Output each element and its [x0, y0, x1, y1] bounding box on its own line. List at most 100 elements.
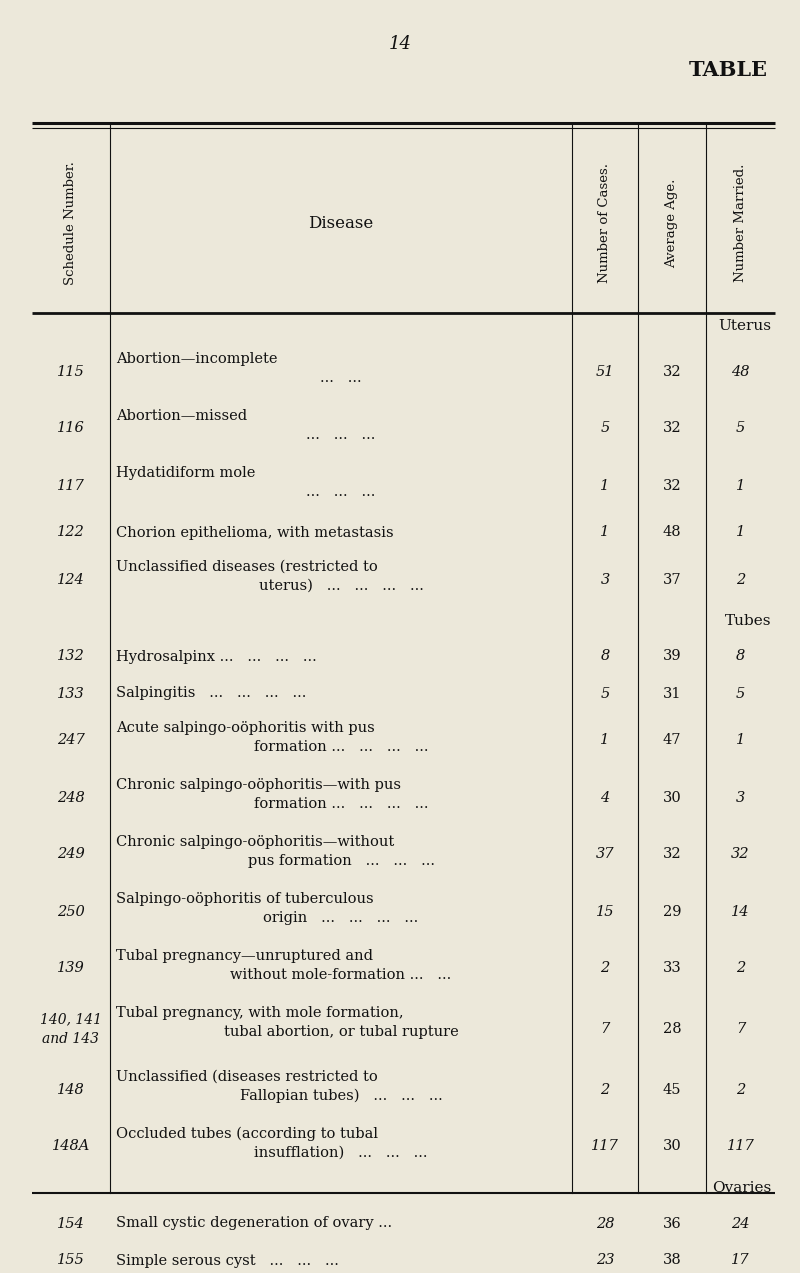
Text: 1: 1: [736, 479, 745, 493]
Text: Occluded tubes (according to tubal: Occluded tubes (according to tubal: [116, 1127, 378, 1142]
Text: 117: 117: [726, 1139, 754, 1153]
Text: 15: 15: [596, 905, 614, 919]
Text: 32: 32: [662, 364, 682, 378]
Text: 51: 51: [596, 364, 614, 378]
Text: 37: 37: [662, 573, 682, 587]
Text: 32: 32: [731, 848, 750, 862]
Text: 32: 32: [662, 421, 682, 435]
Text: 5: 5: [600, 686, 610, 700]
Text: 148A: 148A: [52, 1139, 90, 1153]
Text: 1: 1: [736, 733, 745, 747]
Text: 7: 7: [736, 1022, 745, 1036]
Text: 117: 117: [57, 479, 85, 493]
Text: 133: 133: [57, 686, 85, 700]
Text: uterus)   ...   ...   ...   ...: uterus) ... ... ... ...: [258, 579, 423, 593]
Text: 2: 2: [736, 573, 745, 587]
Text: 30: 30: [662, 791, 682, 805]
Text: 37: 37: [596, 848, 614, 862]
Text: 47: 47: [662, 733, 682, 747]
Text: 1: 1: [600, 479, 610, 493]
Text: 250: 250: [57, 905, 85, 919]
Text: 24: 24: [731, 1217, 750, 1231]
Text: 2: 2: [600, 961, 610, 975]
Text: 116: 116: [57, 421, 85, 435]
Text: TABLE: TABLE: [689, 60, 768, 80]
Text: Hydrosalpinx ...   ...   ...   ...: Hydrosalpinx ... ... ... ...: [116, 649, 317, 663]
Text: 115: 115: [57, 364, 85, 378]
Text: 7: 7: [600, 1022, 610, 1036]
Text: tubal abortion, or tubal rupture: tubal abortion, or tubal rupture: [224, 1025, 458, 1039]
Text: 2: 2: [736, 1082, 745, 1096]
Text: 117: 117: [591, 1139, 619, 1153]
Text: 148: 148: [57, 1082, 85, 1096]
Text: Tubes: Tubes: [725, 614, 771, 628]
Text: 39: 39: [662, 649, 682, 663]
Text: 31: 31: [662, 686, 682, 700]
Text: formation ...   ...   ...   ...: formation ... ... ... ...: [254, 740, 428, 754]
Text: pus formation   ...   ...   ...: pus formation ... ... ...: [247, 854, 434, 868]
Text: Uterus: Uterus: [718, 320, 771, 334]
Text: Salpingo-oöphoritis of tuberculous: Salpingo-oöphoritis of tuberculous: [116, 892, 374, 906]
Text: 30: 30: [662, 1139, 682, 1153]
Text: 1: 1: [736, 526, 745, 540]
Text: ...   ...   ...: ... ... ...: [306, 485, 376, 499]
Text: Hydatidiform mole: Hydatidiform mole: [116, 466, 255, 480]
Text: 5: 5: [736, 686, 745, 700]
Text: 45: 45: [662, 1082, 682, 1096]
Text: Chorion epithelioma, with metastasis: Chorion epithelioma, with metastasis: [116, 526, 394, 540]
Text: Tubal pregnancy—unruptured and: Tubal pregnancy—unruptured and: [116, 948, 373, 962]
Text: 29: 29: [662, 905, 682, 919]
Text: 33: 33: [662, 961, 682, 975]
Text: Unclassified diseases (restricted to: Unclassified diseases (restricted to: [116, 560, 378, 574]
Text: ...   ...: ... ...: [320, 370, 362, 384]
Text: 23: 23: [596, 1254, 614, 1268]
Text: Abortion—missed: Abortion—missed: [116, 409, 247, 423]
Text: 38: 38: [662, 1254, 682, 1268]
Text: 2: 2: [600, 1082, 610, 1096]
Text: 249: 249: [57, 848, 85, 862]
Text: 32: 32: [662, 848, 682, 862]
Text: Chronic salpingo-oöphoritis—without: Chronic salpingo-oöphoritis—without: [116, 835, 394, 849]
Text: 48: 48: [731, 364, 750, 378]
Text: without mole-formation ...   ...: without mole-formation ... ...: [230, 967, 452, 981]
Text: Average Age.: Average Age.: [666, 178, 678, 267]
Text: 124: 124: [57, 573, 85, 587]
Text: Simple serous cyst   ...   ...   ...: Simple serous cyst ... ... ...: [116, 1254, 339, 1268]
Text: 32: 32: [662, 479, 682, 493]
Text: Acute salpingo-oöphoritis with pus: Acute salpingo-oöphoritis with pus: [116, 721, 374, 735]
Text: 5: 5: [736, 421, 745, 435]
Text: Small cystic degeneration of ovary ...: Small cystic degeneration of ovary ...: [116, 1217, 392, 1231]
Text: 1: 1: [600, 526, 610, 540]
Text: Tubal pregnancy, with mole formation,: Tubal pregnancy, with mole formation,: [116, 1006, 404, 1020]
Text: Unclassified (diseases restricted to: Unclassified (diseases restricted to: [116, 1071, 378, 1085]
Text: 2: 2: [736, 961, 745, 975]
Text: origin   ...   ...   ...   ...: origin ... ... ... ...: [263, 911, 418, 925]
Text: Chronic salpingo-oöphoritis—with pus: Chronic salpingo-oöphoritis—with pus: [116, 778, 401, 792]
Text: 48: 48: [662, 526, 682, 540]
Text: Ovaries: Ovaries: [712, 1181, 771, 1195]
Text: 154: 154: [57, 1217, 85, 1231]
Text: ...   ...   ...: ... ... ...: [306, 428, 376, 442]
Text: 28: 28: [662, 1022, 682, 1036]
Text: 5: 5: [600, 421, 610, 435]
Text: Disease: Disease: [308, 214, 374, 232]
Text: 3: 3: [736, 791, 745, 805]
Text: 122: 122: [57, 526, 85, 540]
Text: 132: 132: [57, 649, 85, 663]
Text: Salpingitis   ...   ...   ...   ...: Salpingitis ... ... ... ...: [116, 686, 306, 700]
Text: and 143: and 143: [42, 1032, 99, 1046]
Text: Schedule Number.: Schedule Number.: [65, 162, 78, 285]
Text: Number Married.: Number Married.: [734, 164, 747, 283]
Text: 155: 155: [57, 1254, 85, 1268]
Text: 17: 17: [731, 1254, 750, 1268]
Text: 3: 3: [600, 573, 610, 587]
Text: Number of Cases.: Number of Cases.: [598, 163, 611, 283]
Text: insufflation)   ...   ...   ...: insufflation) ... ... ...: [254, 1146, 428, 1160]
Text: 8: 8: [736, 649, 745, 663]
Text: 14: 14: [731, 905, 750, 919]
Text: 247: 247: [57, 733, 85, 747]
Text: formation ...   ...   ...   ...: formation ... ... ... ...: [254, 797, 428, 811]
Text: 36: 36: [662, 1217, 682, 1231]
Text: 140, 141: 140, 141: [40, 1012, 102, 1026]
Text: 248: 248: [57, 791, 85, 805]
